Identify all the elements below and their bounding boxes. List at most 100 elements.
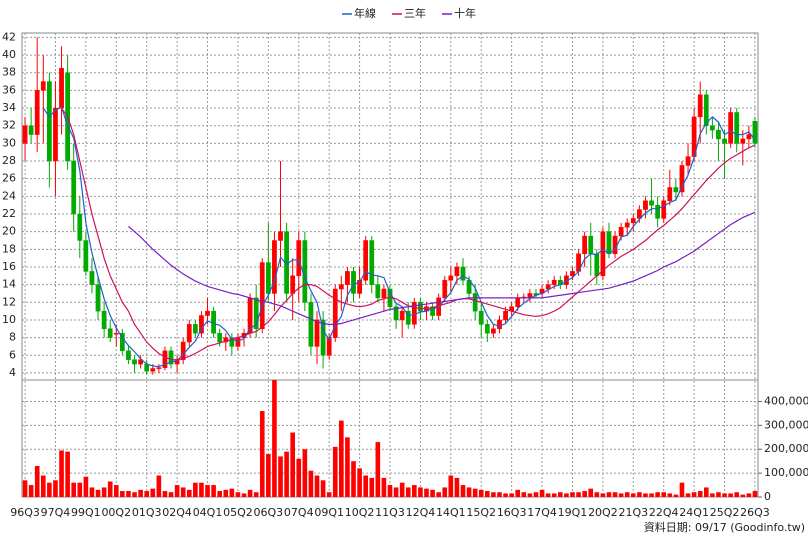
volume-bar (34, 465, 40, 497)
candle-body (59, 68, 64, 109)
volume-bar (412, 485, 417, 497)
candle-body (740, 138, 746, 144)
candle-body (217, 332, 223, 343)
candle-body (107, 328, 113, 338)
x-tick-label: 06Q3 (254, 506, 284, 519)
volume-bar (588, 488, 594, 497)
candle-body (357, 279, 362, 294)
volume-bar (284, 451, 289, 497)
volume-bar (180, 487, 186, 497)
candle-body (515, 297, 521, 307)
candle-body (138, 359, 143, 365)
volume-bar (472, 488, 478, 497)
candle-body (448, 275, 454, 281)
x-tick-label: 07Q4 (284, 506, 314, 519)
x-tick-label: 01Q3 (132, 506, 162, 519)
volume-bar (326, 492, 332, 497)
candle-body (667, 187, 673, 202)
volume-bar (545, 493, 551, 497)
candle-body (235, 337, 241, 347)
y-tick-label: 6 (9, 348, 16, 361)
candle-body (229, 337, 235, 347)
volume-bar (424, 488, 429, 497)
volume-bar (351, 461, 356, 497)
candle-body (28, 125, 34, 135)
candle-body (728, 112, 734, 144)
volume-bar (661, 492, 667, 497)
candle-body (399, 310, 405, 321)
y-tick-label: 36 (2, 83, 16, 96)
volume-bar (746, 493, 752, 497)
volume-bar (436, 492, 441, 497)
candle-body (418, 302, 423, 312)
volume-bar (643, 493, 648, 497)
volume-bar (503, 493, 508, 497)
volume-bar (53, 480, 58, 497)
volume-bar (345, 437, 350, 497)
volume-bar (266, 454, 271, 497)
candle-body (332, 288, 338, 338)
volume-bar (223, 489, 229, 497)
volume-bar (624, 492, 630, 497)
candle-body (119, 332, 125, 352)
ma-line (42, 106, 756, 368)
volume-bar (95, 489, 101, 497)
volume-bar (716, 492, 721, 497)
volume-bar (691, 492, 697, 497)
candle-body (162, 350, 168, 368)
candle-body (150, 368, 156, 372)
volume-bar (217, 491, 222, 497)
y-tick-label: 14 (2, 278, 16, 291)
volume-bar (89, 487, 95, 497)
volume-bar (485, 491, 490, 497)
x-tick-label: 97Q4 (41, 506, 71, 519)
candle-body (314, 319, 320, 347)
volume-bar (430, 489, 435, 497)
y-tick-label: 42 (2, 30, 16, 43)
y2-tick-label: 400,000 (764, 394, 808, 407)
volume-bar (320, 480, 326, 497)
volume-bar (612, 492, 618, 497)
x-tick-label: 99Q1 (71, 506, 101, 519)
volume-bar (272, 380, 277, 497)
x-tick-label: 15Q2 (466, 506, 496, 519)
y-tick-label: 24 (2, 189, 16, 202)
candle-body (710, 125, 715, 131)
volume-bar (728, 493, 733, 497)
candle-body (484, 324, 490, 334)
candle-body (180, 341, 186, 360)
candle-body (722, 138, 727, 144)
volume-bar (685, 493, 691, 497)
candle-body (53, 107, 58, 162)
candle-body (679, 165, 685, 193)
candle-body (600, 231, 606, 277)
volume-bar (466, 487, 472, 497)
volume-bar (199, 482, 204, 497)
candle-body (253, 297, 259, 330)
volume-bar (509, 493, 514, 497)
volume-bar (168, 492, 174, 497)
legend-label: 三年 (404, 6, 426, 20)
volume-bar (673, 494, 679, 497)
volume-bar (752, 491, 758, 497)
x-tick-label: 09Q1 (314, 506, 344, 519)
candle-body (588, 235, 594, 254)
legend-label: 十年 (454, 6, 476, 20)
volume-bar (594, 492, 600, 497)
candle-body (71, 160, 77, 215)
volume-bar (533, 492, 539, 497)
volume-bar (722, 493, 727, 497)
volume-bar (101, 487, 107, 497)
candle-body (22, 125, 28, 144)
volume-bar (113, 485, 119, 497)
y-tick-label: 26 (2, 172, 16, 185)
volume-bar (126, 491, 131, 497)
volume-bar (229, 488, 235, 497)
x-tick-label: 20Q2 (588, 506, 618, 519)
volume-bar (253, 492, 259, 497)
candle-body (338, 284, 344, 290)
candle-body (405, 310, 411, 325)
candle-body (272, 240, 277, 294)
candle-body (126, 350, 131, 360)
volume-bar (667, 493, 673, 497)
